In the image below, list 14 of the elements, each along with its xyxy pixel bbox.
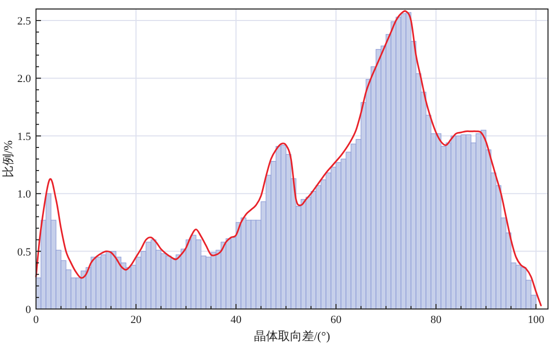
y-tick-label: 1.0 [17,188,32,201]
x-tick-label: 40 [230,314,242,326]
x-axis-title: 晶体取向差/(°) [254,329,330,343]
x-tick-label: 80 [430,314,442,326]
y-tick-label: 2.0 [17,73,32,86]
y-axis-title: 比例/% [1,140,15,178]
y-tick-label: 0 [26,304,32,316]
y-tick-label: 1.5 [17,130,32,143]
y-tick-label: 2.5 [17,16,32,28]
x-tick-label: 100 [528,314,545,326]
y-tick-label: 0.5 [17,246,32,258]
x-tick-label: 0 [33,314,40,326]
x-tick-label: 20 [130,314,142,326]
x-tick-label: 60 [330,314,342,326]
